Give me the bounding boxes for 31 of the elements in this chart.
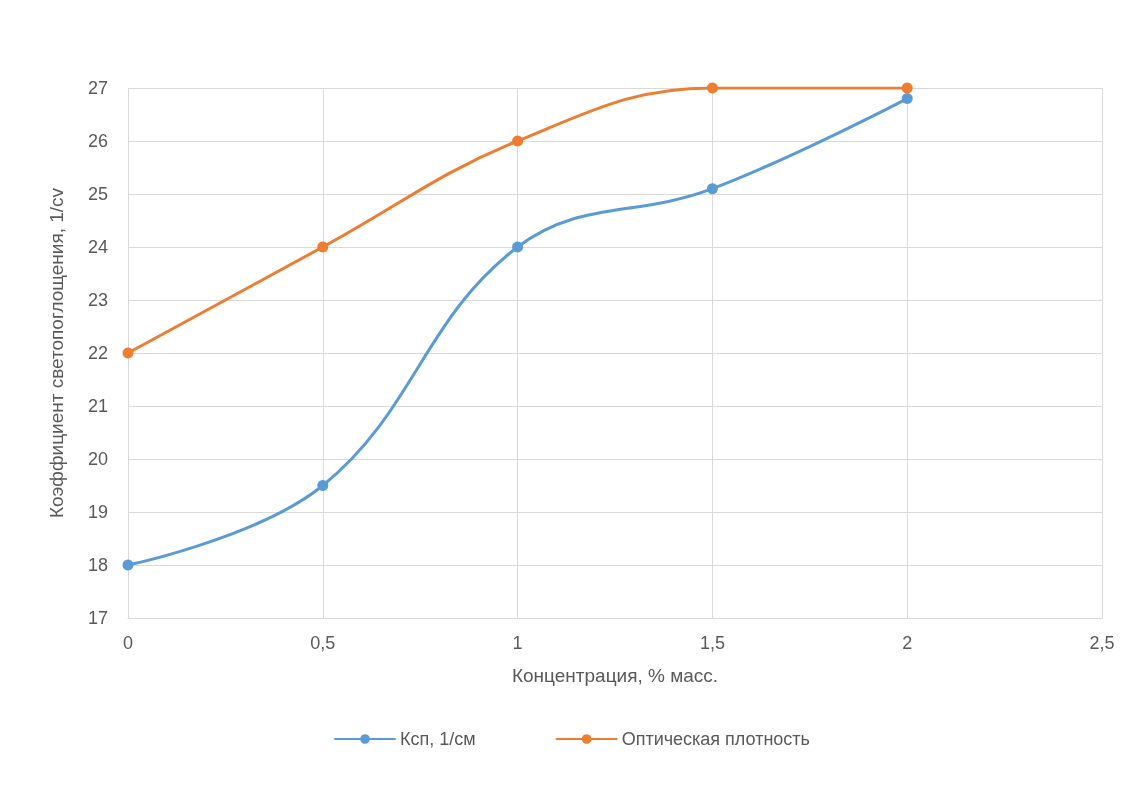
y-axis-title: Коэффициент светопоглощения, 1/cv xyxy=(46,187,67,519)
x-tick-label: 0,5 xyxy=(310,633,336,653)
y-tick-label: 17 xyxy=(87,608,108,628)
point xyxy=(122,347,134,359)
y-tick-label: 22 xyxy=(87,343,108,363)
x-tick-label: 1,5 xyxy=(699,633,725,653)
point xyxy=(706,183,718,195)
y-tick-label: 24 xyxy=(87,237,108,257)
y-tick-label: 18 xyxy=(87,555,108,575)
y-tick-label: 19 xyxy=(87,502,108,522)
y-tick-label: 26 xyxy=(87,131,108,151)
point xyxy=(317,480,329,491)
x-tick-label: 2,5 xyxy=(1089,633,1115,653)
point xyxy=(901,93,913,105)
legend-label: Оптическая плотность xyxy=(621,729,810,749)
point xyxy=(706,82,718,94)
x-tick-label: 0 xyxy=(122,633,134,653)
y-tick-label: 25 xyxy=(87,184,108,204)
x-tick-label: 1 xyxy=(512,633,523,653)
x-tick-label: 2 xyxy=(902,633,913,653)
point xyxy=(901,82,913,94)
y-tick-label: 20 xyxy=(87,449,108,469)
point xyxy=(512,135,524,147)
point xyxy=(317,241,329,253)
y-tick-label: 21 xyxy=(87,396,108,416)
x-axis-title: Концентрация, % масс. xyxy=(511,665,719,686)
legend-label: Ксп, 1/см xyxy=(400,729,476,749)
y-tick-label: 23 xyxy=(87,290,108,310)
y-tick-label: 27 xyxy=(87,78,108,98)
point xyxy=(512,241,524,253)
point xyxy=(122,559,134,571)
